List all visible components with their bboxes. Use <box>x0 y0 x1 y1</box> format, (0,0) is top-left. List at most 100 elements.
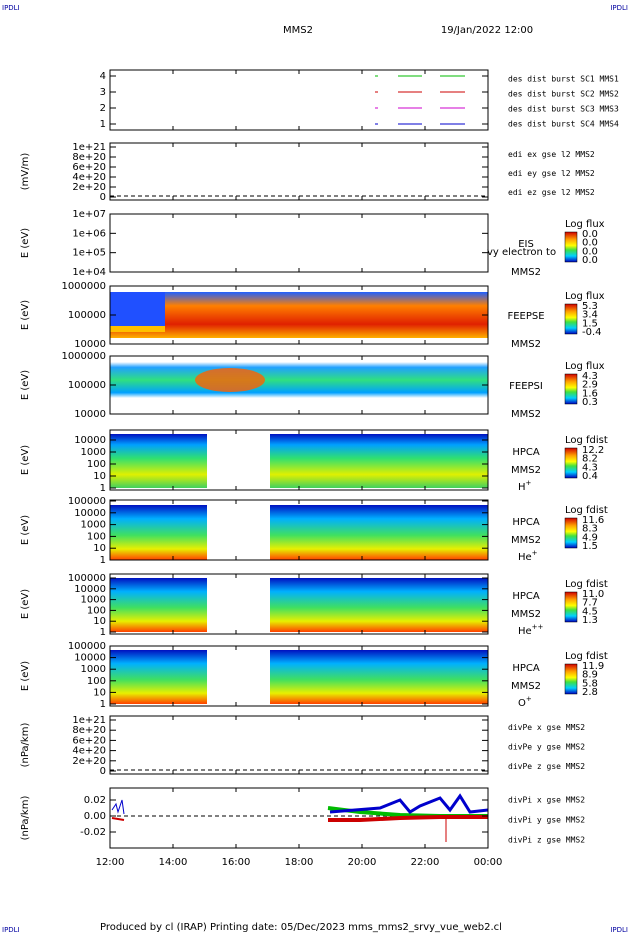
colorbar <box>564 517 578 549</box>
y-axis-label: E (eV) <box>20 228 31 258</box>
colorbar-label: 1.5 <box>582 318 598 329</box>
hpca-hepp-spectrogram <box>110 578 488 632</box>
legend-entry: divPe z gse MMS2 <box>508 762 585 771</box>
instrument-label: MMS2 <box>511 465 541 476</box>
legend-entry: divPi x gse MMS2 <box>508 796 585 805</box>
data-gap <box>207 574 270 634</box>
instrument-label: HPCA <box>512 447 540 458</box>
corner-label: IPDLI <box>2 4 20 12</box>
instrument-label: FEEPSE <box>507 311 544 322</box>
instrument-label: MMS2 <box>511 535 541 546</box>
y-tick-label: 1e+21 <box>72 142 106 153</box>
colorbar-label: 4.3 <box>582 462 598 473</box>
legend-entry: divPe x gse MMS2 <box>508 723 585 732</box>
colorbar <box>564 663 578 695</box>
y-axis-label: E (eV) <box>20 445 31 475</box>
colorbar-title: Log fdist <box>565 505 608 516</box>
instrument-label: MMS2 <box>511 609 541 620</box>
y-tick-label: 1000 <box>81 520 106 531</box>
y-tick-label: 1000 <box>81 595 106 606</box>
x-tick-label: 16:00 <box>222 857 251 868</box>
hpca-he-spectrogram <box>110 505 488 560</box>
y-tick-label: 100 <box>87 605 106 616</box>
divpi-trace <box>111 817 125 821</box>
colorbar-label: 0.0 <box>582 229 598 240</box>
y-tick-label: 100 <box>87 531 106 542</box>
y-tick-label: 1000 <box>81 447 106 458</box>
y-tick-label: 1 <box>100 699 106 710</box>
colorbar-label: 0.0 <box>582 238 598 249</box>
data-gap <box>207 430 270 490</box>
y-tick-label: 1 <box>100 483 106 494</box>
y-tick-label: 10 <box>93 687 106 698</box>
divpi-trace <box>111 799 125 815</box>
y-tick-label: 3 <box>100 87 106 98</box>
y-tick-label: 10000 <box>74 508 106 519</box>
burst-dashes <box>375 75 465 125</box>
y-tick-label: 4 <box>100 71 106 82</box>
y-tick-label: 1e+04 <box>72 267 106 278</box>
y-axis-label: E (eV) <box>20 661 31 691</box>
corner-label: IPDLI <box>2 926 20 934</box>
y-tick-label: 1 <box>100 119 106 130</box>
spectrogram-fills <box>110 75 489 842</box>
ion-charge: + <box>526 695 532 703</box>
y-tick-label: 1e+06 <box>72 228 106 239</box>
legend-entry: des dist burst SC1 MMS1 <box>508 75 619 84</box>
ion-name: H <box>518 482 526 493</box>
y-tick-label: 100000 <box>68 573 106 584</box>
instrument-label: EIS <box>518 239 534 250</box>
legend-entry: edi ez gse l2 MMS2 <box>508 188 595 197</box>
y-tick-label: 100000 <box>68 380 106 391</box>
colorbar-label: 4.9 <box>582 532 598 543</box>
colorbar-label: 7.7 <box>582 598 598 609</box>
y-tick-label: 2e+20 <box>72 182 106 193</box>
panel-frame <box>109 69 489 131</box>
y-axis-label: E (eV) <box>20 300 31 330</box>
colorbar-label: 0.4 <box>582 471 598 482</box>
y-tick-label: 4e+20 <box>72 172 106 183</box>
y-tick-label: 10000 <box>74 653 106 664</box>
colorbar-label: 2.9 <box>582 380 598 391</box>
y-tick-label: 100 <box>87 676 106 687</box>
colorbar-label: 0.0 <box>582 246 598 257</box>
x-tick-label: 14:00 <box>159 857 188 868</box>
colorbar-label: 11.0 <box>582 589 604 600</box>
divpi-trace <box>329 793 489 814</box>
colorbar <box>564 591 578 623</box>
y-tick-label: 10000 <box>74 409 106 420</box>
colorbar-label: 3.4 <box>582 310 598 321</box>
colorbar-title: Log fdist <box>565 579 608 590</box>
ion-name: He <box>518 552 532 563</box>
ion-name: O <box>518 698 526 709</box>
colorbar-label: 8.2 <box>582 454 598 465</box>
y-tick-label: 1 <box>100 555 106 566</box>
date: 19/Jan/2022 12:00 <box>441 25 533 36</box>
x-tick-label: 00:00 <box>474 857 503 868</box>
y-tick-label: 10 <box>93 543 106 554</box>
ion-label: He++ <box>518 623 544 637</box>
instrument-label: MMS2 <box>511 339 541 350</box>
ion-charge: + <box>526 479 532 487</box>
y-tick-label: 0 <box>100 192 106 203</box>
y-tick-label: 10000 <box>74 584 106 595</box>
y-tick-label: 1000000 <box>61 351 106 362</box>
y-tick-label: 1000000 <box>61 281 106 292</box>
colorbar-label: 4.5 <box>582 606 598 617</box>
y-tick-label: 1000 <box>81 664 106 675</box>
legend-entry: des dist burst SC3 MMS3 <box>508 105 619 114</box>
x-tick-label: 22:00 <box>411 857 440 868</box>
instrument-label: MMS2 <box>511 681 541 692</box>
colorbar-title: Log flux <box>565 219 605 230</box>
y-tick-label: 1e+05 <box>72 248 106 259</box>
y-tick-label: 100000 <box>68 496 106 507</box>
y-axis-label: E (eV) <box>20 370 31 400</box>
colorbar <box>564 303 578 335</box>
panel-frame <box>109 645 489 707</box>
instrument-label: FEEPSI <box>509 381 543 392</box>
y-tick-label: -0.02 <box>80 827 106 838</box>
y-axis-label: (nPa/km) <box>20 723 31 768</box>
x-tick-label: 20:00 <box>348 857 377 868</box>
feepse-spectrogram <box>110 292 488 338</box>
corner-label: IPDLI <box>610 926 628 934</box>
